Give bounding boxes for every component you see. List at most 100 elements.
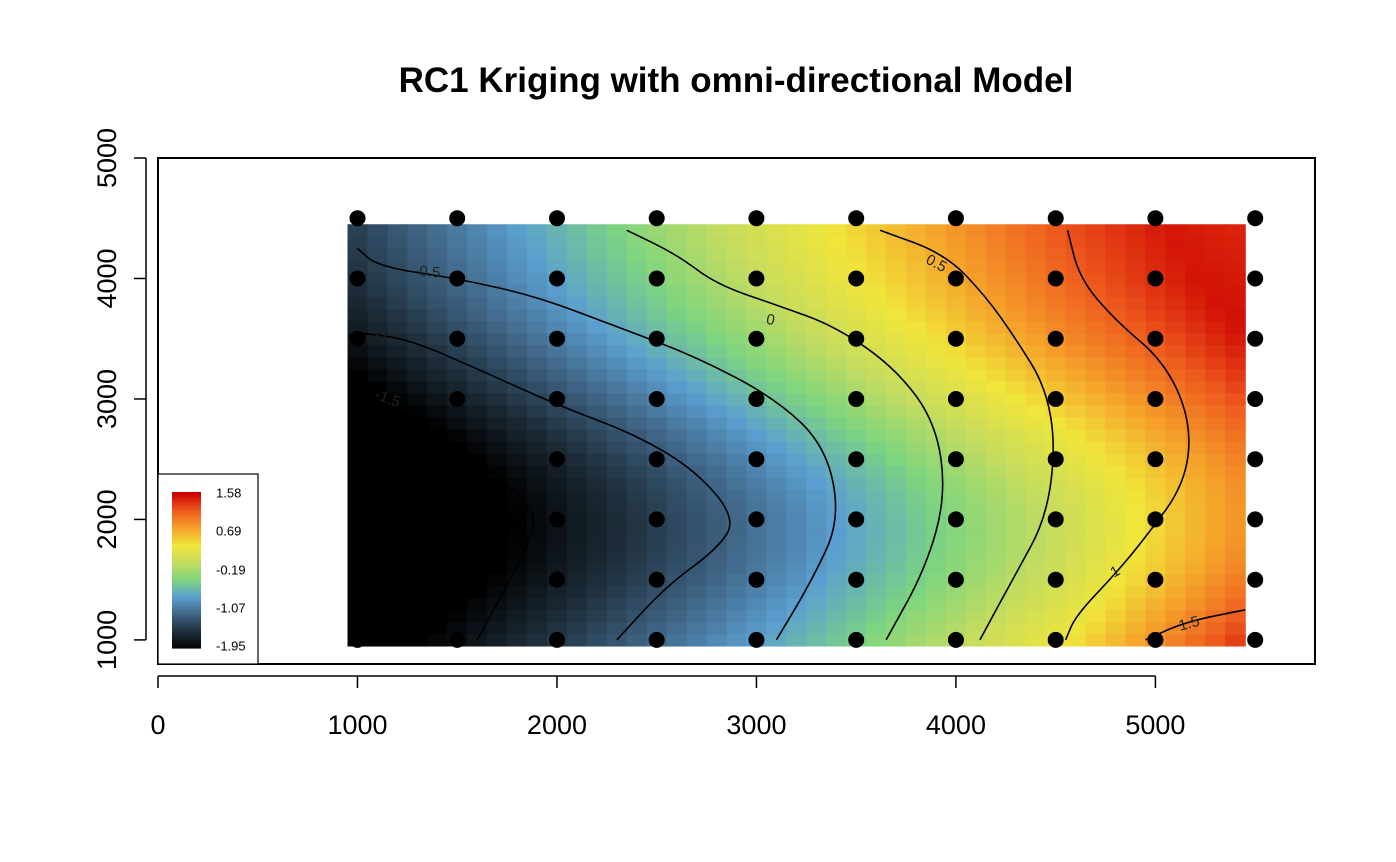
heatmap-cell (766, 356, 787, 370)
heatmap-cell (626, 513, 648, 527)
heatmap-cell (1025, 573, 1047, 587)
heatmap-cell (1105, 308, 1127, 322)
heatmap-cell (666, 585, 688, 599)
heatmap-cell (566, 392, 588, 406)
heatmap-cell (1125, 392, 1147, 406)
heatmap-cell (766, 573, 787, 587)
heatmap-cell (407, 272, 428, 286)
heatmap-cell (945, 465, 967, 478)
legend-swatch (172, 497, 201, 501)
heatmap-cell (566, 320, 588, 334)
sample-point (947, 571, 964, 588)
heatmap-cell (746, 621, 768, 635)
heatmap-cell (1205, 537, 1226, 551)
sample-point (648, 451, 665, 468)
color-legend: 1.580.69-0.19-1.07-1.95 (157, 473, 259, 665)
heatmap-cell (507, 296, 528, 310)
heatmap-cell (726, 537, 748, 551)
heatmap-cell (1045, 441, 1067, 454)
contour-label: -1 (373, 325, 389, 344)
heatmap-cell (586, 597, 608, 611)
heatmap-cell (726, 344, 748, 358)
heatmap-cell (1205, 344, 1226, 358)
legend-swatch (172, 627, 201, 631)
heatmap-cell (407, 296, 428, 310)
heatmap-cell (866, 561, 887, 575)
heatmap-cell (626, 441, 648, 454)
heatmap-cell (1125, 344, 1147, 358)
x-tick-label: 1000 (327, 710, 387, 740)
heatmap-cell (1005, 224, 1027, 237)
heatmap-cell (467, 513, 488, 527)
heatmap-cell (826, 585, 847, 599)
heatmap-cell (706, 260, 728, 274)
heatmap-cell (546, 320, 568, 334)
heatmap-cell (1125, 465, 1147, 478)
x-axis: 0 1000 2000 3000 4000 5000 (150, 675, 1185, 740)
sample-point (1047, 391, 1064, 407)
heatmap-cell (1145, 429, 1166, 442)
heatmap-cell (1085, 284, 1107, 298)
heatmap-cell (626, 344, 648, 358)
heatmap-cell (706, 356, 728, 370)
heatmap-cell (1165, 525, 1186, 539)
heatmap-cell (626, 284, 648, 298)
heatmap-cell (507, 272, 528, 286)
heatmap-cell (945, 320, 967, 334)
heatmap-cell (746, 489, 768, 502)
heatmap-cell (487, 465, 508, 478)
heatmap-cell (886, 320, 907, 334)
heatmap-cell (566, 453, 588, 466)
heatmap-cell (606, 453, 628, 466)
heatmap-cell (1205, 272, 1226, 286)
heatmap-cell (846, 441, 867, 454)
heatmap-cell (407, 585, 428, 599)
legend-swatch (172, 536, 201, 540)
heatmap-cell (347, 356, 369, 370)
x-tick-label: 0 (150, 710, 165, 740)
heatmap-cell (447, 296, 468, 310)
heatmap-cell (626, 356, 648, 370)
legend-swatch (172, 531, 201, 535)
heatmap-cell (706, 404, 728, 418)
legend-swatch (172, 593, 201, 597)
heatmap-cell (1065, 633, 1087, 647)
heatmap-cell (1085, 501, 1107, 515)
heatmap-cell (507, 236, 528, 249)
heatmap-cell (487, 380, 508, 394)
heatmap-cell (786, 525, 807, 539)
heatmap-cell (467, 296, 488, 310)
heatmap-cell (965, 561, 987, 575)
heatmap-cell (467, 525, 488, 539)
heatmap-cell (866, 441, 887, 454)
heatmap-cell (1005, 549, 1027, 563)
heatmap-cell (666, 429, 688, 442)
heatmap-cell (1045, 465, 1067, 478)
heatmap-cell (1025, 597, 1047, 611)
heatmap-cell (886, 224, 907, 237)
heatmap-cell (706, 380, 728, 394)
heatmap-cell (606, 248, 628, 262)
heatmap-cell (866, 501, 887, 515)
heatmap-cell (786, 284, 807, 298)
heatmap-cell (487, 236, 508, 249)
heatmap-cell (1225, 525, 1246, 539)
heatmap-cell (806, 633, 827, 647)
heatmap-cell (706, 224, 728, 237)
heatmap-cell (846, 320, 867, 334)
heatmap-cell (447, 525, 468, 539)
heatmap-cell (1145, 585, 1166, 599)
heatmap-cell (487, 573, 508, 587)
heatmap-cell (1005, 356, 1027, 370)
heatmap-cell (706, 597, 728, 611)
legend-swatch (172, 492, 201, 496)
heatmap-cell (766, 477, 787, 490)
heatmap-cell (826, 344, 847, 358)
legend-swatch (172, 619, 201, 623)
heatmap-cell (646, 429, 668, 442)
heatmap-cell (427, 284, 448, 298)
heatmap-cell (686, 404, 708, 418)
heatmap-cell (1125, 489, 1147, 502)
heatmap-cell (367, 453, 389, 466)
heatmap-cell (886, 501, 907, 515)
